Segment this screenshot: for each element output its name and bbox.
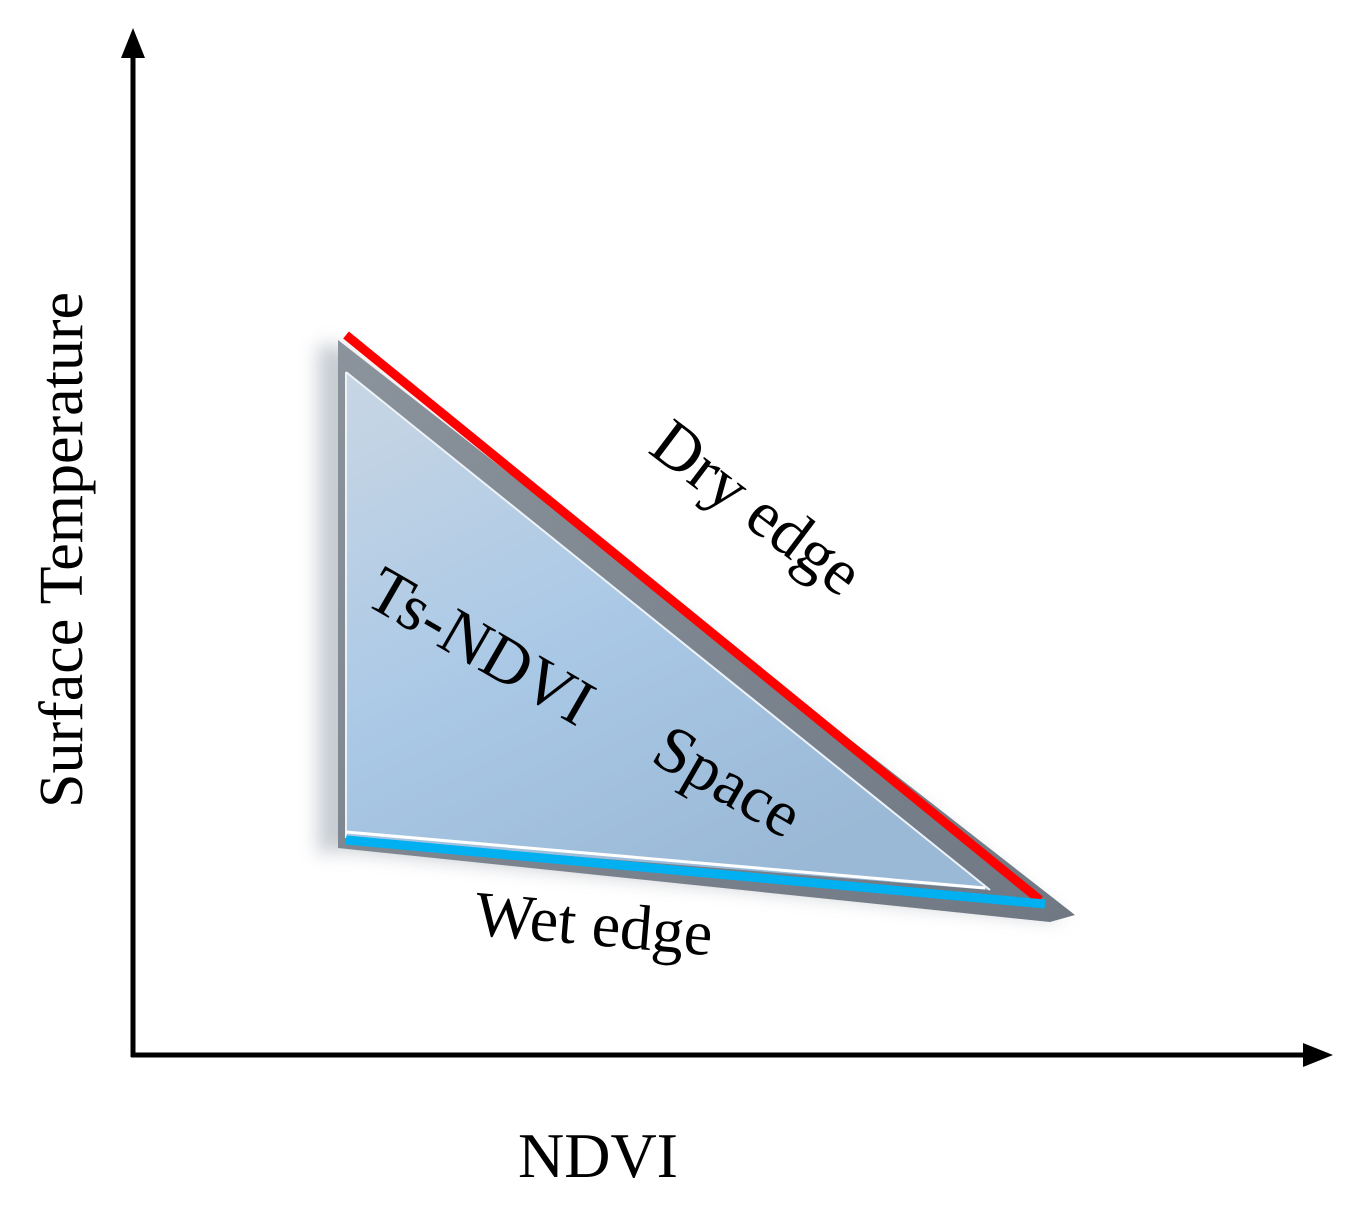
space-inner-edge (345, 371, 991, 891)
space-inner-bottom (345, 830, 986, 890)
dry-edge-line (343, 331, 1043, 904)
axes (121, 28, 1333, 1067)
x-axis-arrowhead (1303, 1043, 1333, 1067)
y-axis-label: Surface Temperature (28, 292, 96, 808)
ts-ndvi-space (318, 331, 1075, 922)
dry-edge-label: Dry edge (638, 405, 877, 610)
x-axis-label: NDVI (518, 1120, 678, 1191)
y-axis-arrowhead (121, 28, 145, 58)
wet-edge-label: Wet edge (472, 878, 716, 969)
wet-edge-line (345, 835, 1046, 909)
